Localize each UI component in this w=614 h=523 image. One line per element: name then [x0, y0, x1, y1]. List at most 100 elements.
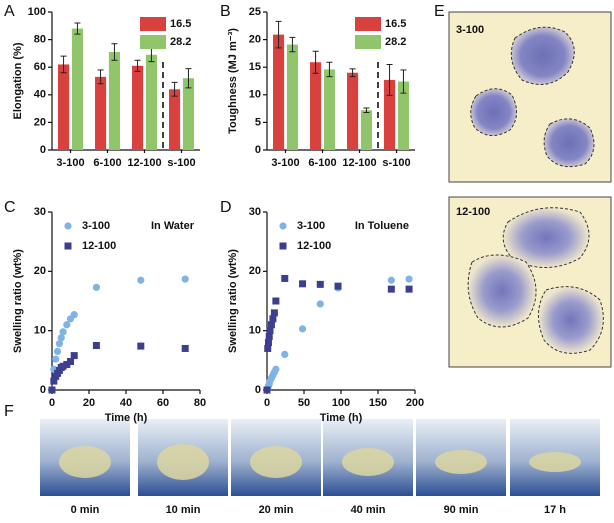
error-bar: [363, 107, 370, 113]
hydrogel: [342, 448, 394, 476]
x-tick-label: 0: [264, 397, 270, 409]
error-bar: [60, 55, 67, 74]
x-tick-label: 40: [120, 397, 132, 409]
x-tick-label: 20: [83, 397, 95, 409]
bar: [145, 54, 157, 150]
x-tick-label: 50: [298, 397, 310, 409]
point: [52, 355, 60, 363]
bar: [384, 79, 396, 150]
y-tick-label: 0: [40, 384, 46, 396]
blob: [502, 207, 590, 269]
photo-caption: 20 min: [259, 504, 294, 516]
panel-label: A: [4, 3, 15, 20]
point: [269, 315, 277, 323]
error-bar: [74, 22, 81, 35]
image-label: 3-100: [456, 24, 484, 36]
point: [48, 386, 56, 394]
y-tick-label: 10: [249, 325, 261, 337]
x-tick-label: 12-100: [127, 157, 161, 169]
panel-e: 3-100 12-100: [448, 11, 612, 368]
point: [281, 274, 289, 282]
y-tick-label: 100: [28, 6, 46, 18]
y-tick-label: 10: [249, 89, 261, 101]
panel-label: B: [220, 3, 231, 20]
y-tick-label: 20: [34, 116, 46, 128]
point: [70, 352, 78, 360]
legend-marker: [279, 242, 287, 250]
x-tick-label: 3-100: [271, 157, 299, 169]
x-tick-label: 3-100: [56, 157, 84, 169]
legend-label: 28.2: [385, 36, 406, 48]
point: [316, 280, 324, 288]
legend-swatch: [355, 35, 381, 49]
legend-label: 12-100: [82, 240, 116, 252]
bar: [286, 44, 298, 150]
hydrogel: [250, 446, 302, 478]
point: [53, 347, 62, 356]
panel-f: 0 min 10 min 20 min 40 min 90 min 17 h: [40, 419, 600, 516]
point: [181, 275, 189, 283]
legend-label: 16.5: [385, 18, 406, 30]
legend-marker: [64, 222, 72, 230]
point: [50, 377, 58, 385]
hydrogel: [435, 450, 487, 474]
annotation: In Water: [151, 220, 195, 232]
y-tick-label: 15: [249, 61, 261, 73]
point: [298, 325, 307, 333]
hydrogel: [157, 444, 209, 480]
error-bar: [134, 59, 141, 72]
y-tick-label: 80: [34, 34, 46, 46]
y-tick-label: 20: [249, 34, 261, 46]
x-tick-label: s-100: [382, 157, 410, 169]
x-tick-label: 60: [157, 397, 169, 409]
error-bar: [386, 63, 393, 96]
point: [264, 344, 272, 352]
point: [267, 321, 275, 329]
point: [67, 358, 74, 366]
point: [281, 350, 289, 358]
point: [137, 342, 145, 350]
x-tick-label: s-100: [167, 157, 195, 169]
legend-marker: [64, 242, 72, 250]
x-axis-label: Time (h): [105, 412, 148, 424]
legend-label: 3-100: [297, 220, 325, 232]
bar: [58, 64, 70, 150]
point: [405, 275, 413, 283]
panel-label: E: [434, 3, 445, 20]
point: [59, 362, 67, 370]
y-axis-label: Swelling ratio (wt%): [12, 249, 24, 353]
legend-swatch: [355, 17, 381, 31]
point: [387, 276, 395, 284]
bar: [360, 110, 372, 150]
x-tick-label: 200: [406, 397, 424, 409]
photo-caption: 0 min: [71, 504, 100, 516]
bar: [182, 78, 194, 150]
panel-label: C: [4, 199, 16, 216]
x-tick-label: 150: [369, 397, 387, 409]
legend-label: 3-100: [82, 220, 110, 232]
annotation: In Toluene: [355, 220, 409, 232]
y-tick-label: 40: [34, 89, 46, 101]
bar: [310, 62, 322, 151]
point: [299, 280, 307, 288]
point: [272, 365, 280, 373]
error-bar: [400, 69, 407, 94]
error-bar: [326, 61, 333, 78]
y-axis-label: Toughness (MJ m⁻³): [227, 28, 239, 134]
point: [266, 327, 274, 335]
error-bar: [289, 36, 296, 53]
point: [59, 328, 67, 336]
bar: [397, 81, 409, 150]
y-tick-label: 0: [255, 384, 261, 396]
bar: [169, 89, 181, 150]
x-axis-label: Time (h): [320, 412, 363, 424]
blob: [543, 118, 595, 168]
photo-caption: 17 h: [544, 504, 566, 516]
legend-label: 16.5: [170, 18, 191, 30]
panel-label: F: [4, 403, 14, 420]
y-axis-label: Elongation (%): [12, 42, 24, 119]
x-tick-label: 100: [332, 397, 350, 409]
bar: [323, 69, 335, 150]
error-bar: [171, 81, 178, 97]
photo-caption: 40 min: [351, 504, 386, 516]
